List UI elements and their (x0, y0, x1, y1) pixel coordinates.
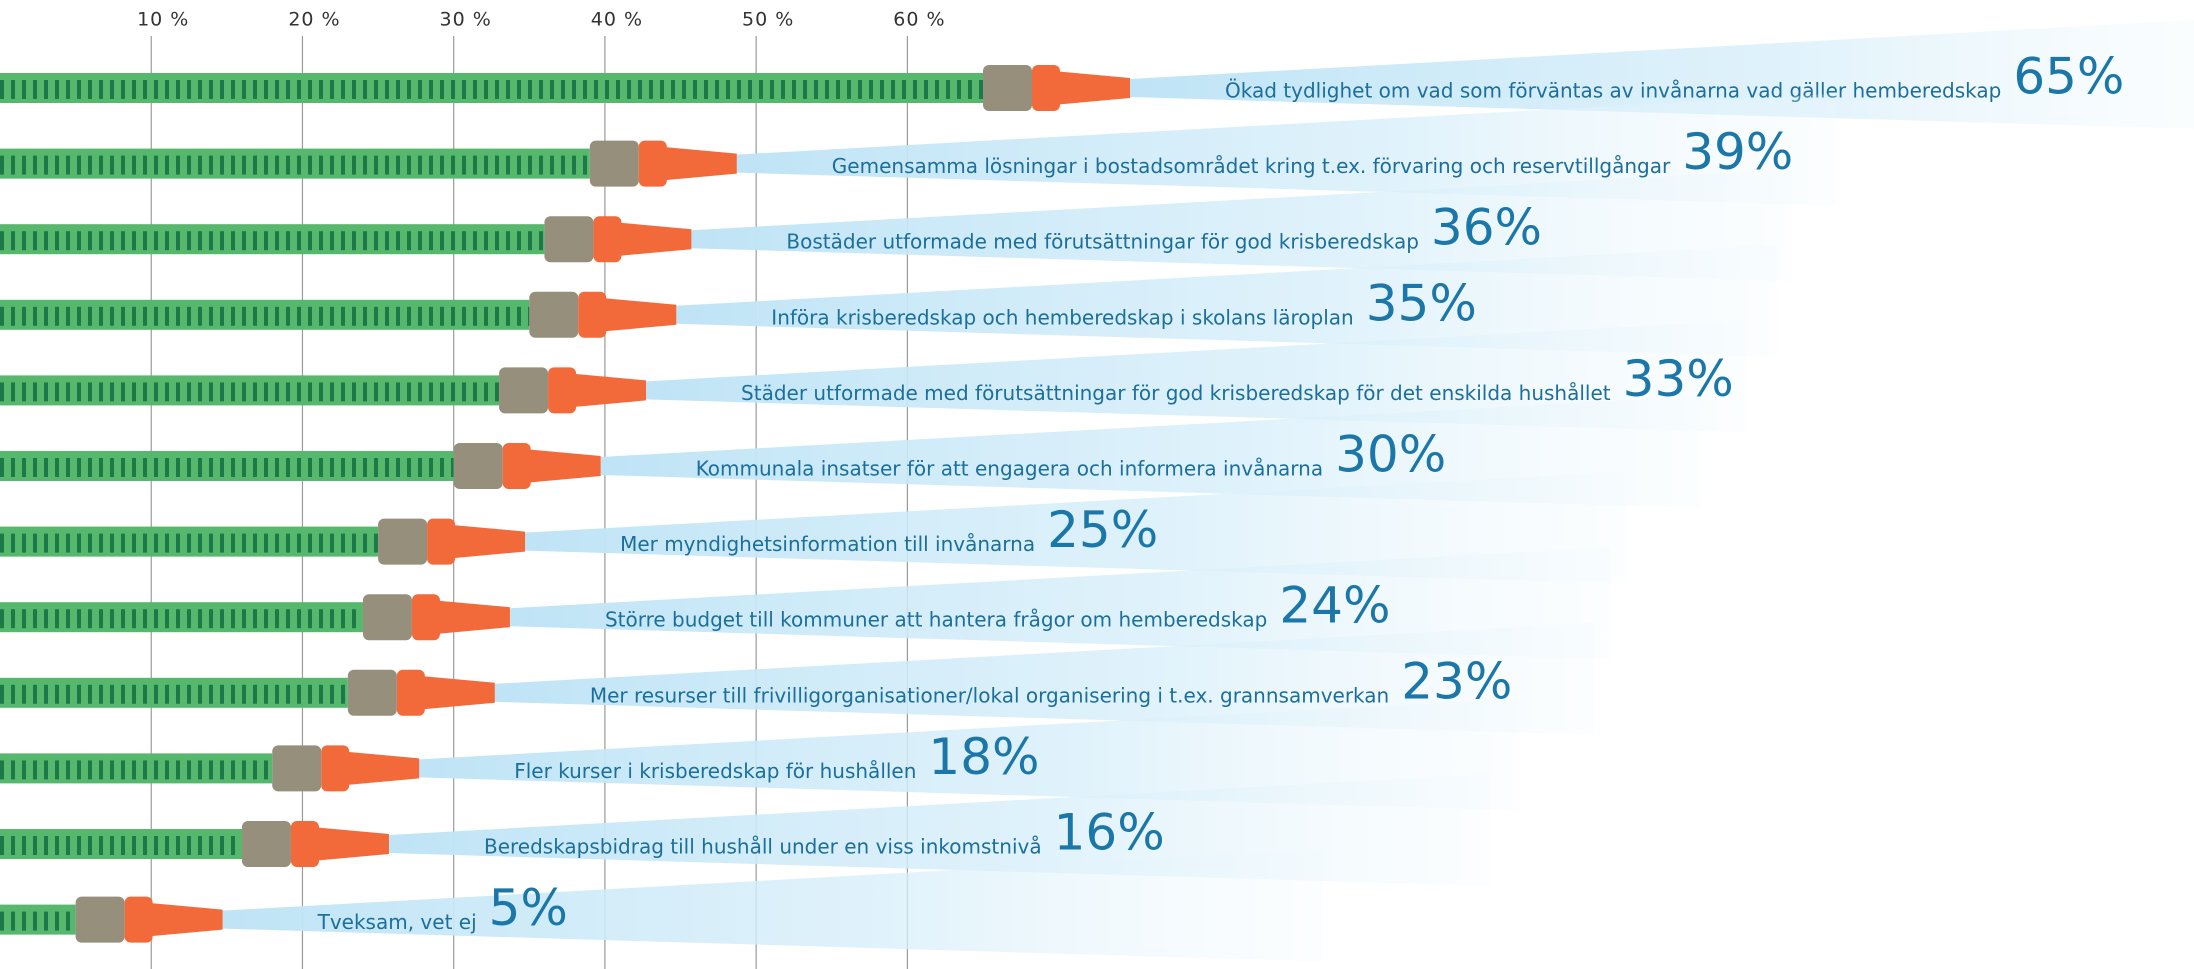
value-label: 30% (1335, 426, 1446, 484)
rows: Ökad tydlighet om vad som förväntas av i… (0, 18, 2194, 962)
value-label: 5% (489, 879, 568, 937)
nozzle (524, 449, 601, 483)
x-tick-label: 30 % (440, 9, 492, 31)
category-label: Mer resurser till frivilligorganisatione… (590, 683, 1389, 707)
nozzle (614, 222, 691, 256)
nozzle (599, 298, 676, 332)
category-label: Städer utformade med förutsättningar för… (741, 381, 1611, 405)
x-tick-label: 50 % (742, 9, 794, 31)
hose-connector (242, 821, 291, 867)
bar-stripes (0, 912, 76, 931)
bar-stripes (0, 609, 363, 628)
hose-connector (499, 367, 548, 413)
hose-connector (348, 670, 397, 716)
category-label: Införa krisberedskap och hemberedskap i … (771, 305, 1353, 329)
hose-row: Ökad tydlighet om vad som förväntas av i… (0, 18, 2194, 130)
bar-stripes (0, 836, 242, 855)
hose-connector (529, 292, 578, 338)
bar-stripes (0, 458, 454, 477)
bar-stripes (0, 382, 499, 401)
x-tick-label: 60 % (893, 9, 945, 31)
category-label: Beredskapsbidrag till hushåll under en v… (484, 835, 1042, 859)
nozzle (660, 147, 737, 181)
spray (223, 850, 1323, 962)
hose-connector (983, 65, 1032, 111)
category-label: Ökad tydlighet om vad som förväntas av i… (1225, 79, 2001, 103)
hose-row: Tveksam, vet ej 5% (0, 850, 1323, 962)
nozzle (312, 827, 389, 861)
nozzle (433, 600, 510, 634)
category-label: Mer myndighetsinformation till invånarna (620, 532, 1035, 556)
nozzle (146, 903, 223, 937)
hose-connector (544, 216, 593, 262)
category-label: Kommunala insatser för att engagera och … (696, 457, 1323, 481)
category-label: Gemensamma lösningar i bostadsområdet kr… (832, 154, 1671, 178)
value-label: 65% (2013, 48, 2124, 106)
nozzle (1053, 71, 1130, 105)
value-label: 36% (1431, 199, 1542, 257)
value-label: 35% (1366, 274, 1477, 332)
hose-connector (363, 594, 412, 640)
category-label: Tveksam, vet ej (317, 910, 477, 934)
nozzle (569, 373, 646, 407)
value-label: 16% (1054, 804, 1165, 862)
category-label: Fler kurser i krisberedskap för hushålle… (514, 759, 916, 783)
hose-connector (76, 897, 125, 943)
bar-stripes (0, 760, 272, 779)
value-label: 18% (928, 728, 1039, 786)
x-tick-label: 40 % (591, 9, 643, 31)
x-tick-label: 20 % (288, 9, 340, 31)
hose-connector (272, 745, 321, 791)
page: {"chart_data": {"type": "hosebar", "cate… (0, 0, 2194, 969)
value-label: 24% (1279, 577, 1390, 635)
nozzle (448, 525, 525, 559)
hose-connector (454, 443, 503, 489)
bar-stripes (0, 534, 378, 553)
bar-stripes (0, 156, 590, 175)
nozzle (418, 676, 495, 710)
bar-stripes (0, 80, 983, 99)
bar-stripes (0, 685, 348, 704)
value-label: 25% (1047, 501, 1158, 559)
chart: 10 % 20 % 30 % 40 % 50 % 60 % Ökad tydlighet … (0, 0, 2194, 969)
hose-connector (378, 519, 427, 565)
x-tick-label: 10 % (137, 9, 189, 31)
category-label: Större budget till kommuner att hantera … (605, 608, 1267, 632)
category-label: Bostäder utformade med förutsättningar f… (786, 230, 1418, 254)
bar-stripes (0, 307, 529, 326)
hose-connector (590, 141, 639, 187)
nozzle (342, 751, 419, 785)
bar-stripes (0, 231, 544, 250)
